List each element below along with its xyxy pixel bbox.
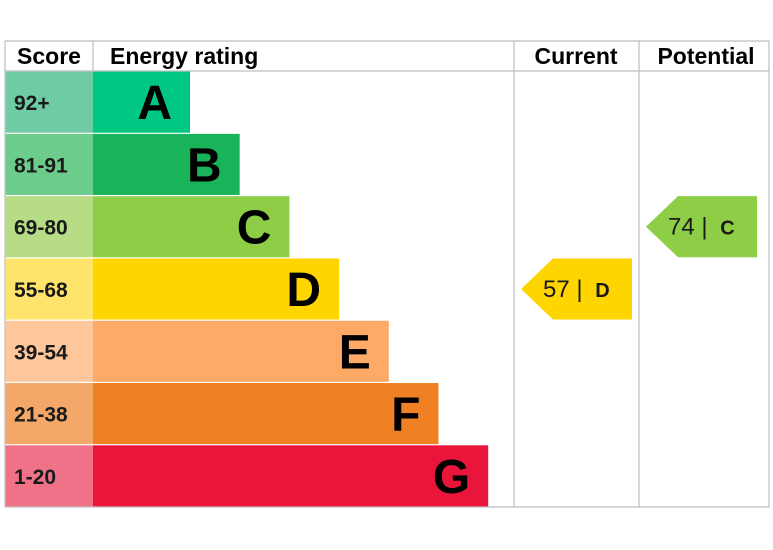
rating-markers: 57 | D 74 | C: [521, 196, 757, 320]
rating-bar-b: [93, 133, 240, 195]
rating-letter-e: E: [339, 326, 371, 379]
score-range-label-f: 21-38: [14, 404, 68, 427]
potential-rating-marker-label: 74 | C: [668, 214, 735, 241]
score-range-label-a: 92+: [14, 92, 50, 115]
rating-letter-a: A: [137, 77, 172, 130]
rating-bar-f: [93, 383, 439, 445]
rating-bar-g: [93, 445, 489, 507]
header-energy-rating: Energy rating: [110, 43, 258, 69]
score-range-cell-g: [5, 445, 94, 507]
score-range-cell-d: [5, 258, 94, 320]
score-range-cell-f: [5, 383, 94, 445]
score-range-label-d: 55-68: [14, 279, 68, 302]
score-range-cell-c: [5, 196, 94, 258]
rating-bar-a: [93, 71, 190, 133]
current-rating-letter: D: [595, 280, 609, 302]
potential-rating-value: 74 |: [668, 214, 714, 241]
header-current: Current: [534, 43, 617, 69]
potential-rating-marker: [646, 196, 757, 258]
rating-bar-e: [93, 320, 389, 382]
rating-letter-g: G: [433, 451, 470, 504]
score-range-cell-a: [5, 71, 94, 133]
header-potential: Potential: [657, 43, 754, 69]
current-rating-marker: [521, 258, 632, 320]
rating-letter-f: F: [391, 389, 420, 442]
score-range-cell-b: [5, 133, 94, 195]
rating-letter-c: C: [237, 202, 272, 255]
score-range-label-g: 1-20: [14, 466, 56, 489]
score-range-label-b: 81-91: [14, 154, 68, 177]
chart-frame: [4, 40, 770, 508]
rating-letter-b: B: [187, 139, 222, 192]
potential-rating-letter: C: [720, 218, 734, 240]
current-rating-marker-label: 57 | D: [543, 276, 610, 303]
current-rating-value: 57 |: [543, 276, 589, 303]
rating-bar-c: [93, 196, 290, 258]
score-range-label-c: 69-80: [14, 217, 68, 240]
score-range-cell-e: [5, 320, 94, 382]
score-range-label-e: 39-54: [14, 341, 68, 364]
rating-letter-d: D: [286, 264, 321, 317]
rating-bands: 92+ A 81-91 B 69-80 C 55-68 D 39-54 E 21-38 F 1-20 G: [5, 71, 489, 507]
header-score: Score: [17, 43, 81, 69]
rating-bar-d: [93, 258, 340, 320]
